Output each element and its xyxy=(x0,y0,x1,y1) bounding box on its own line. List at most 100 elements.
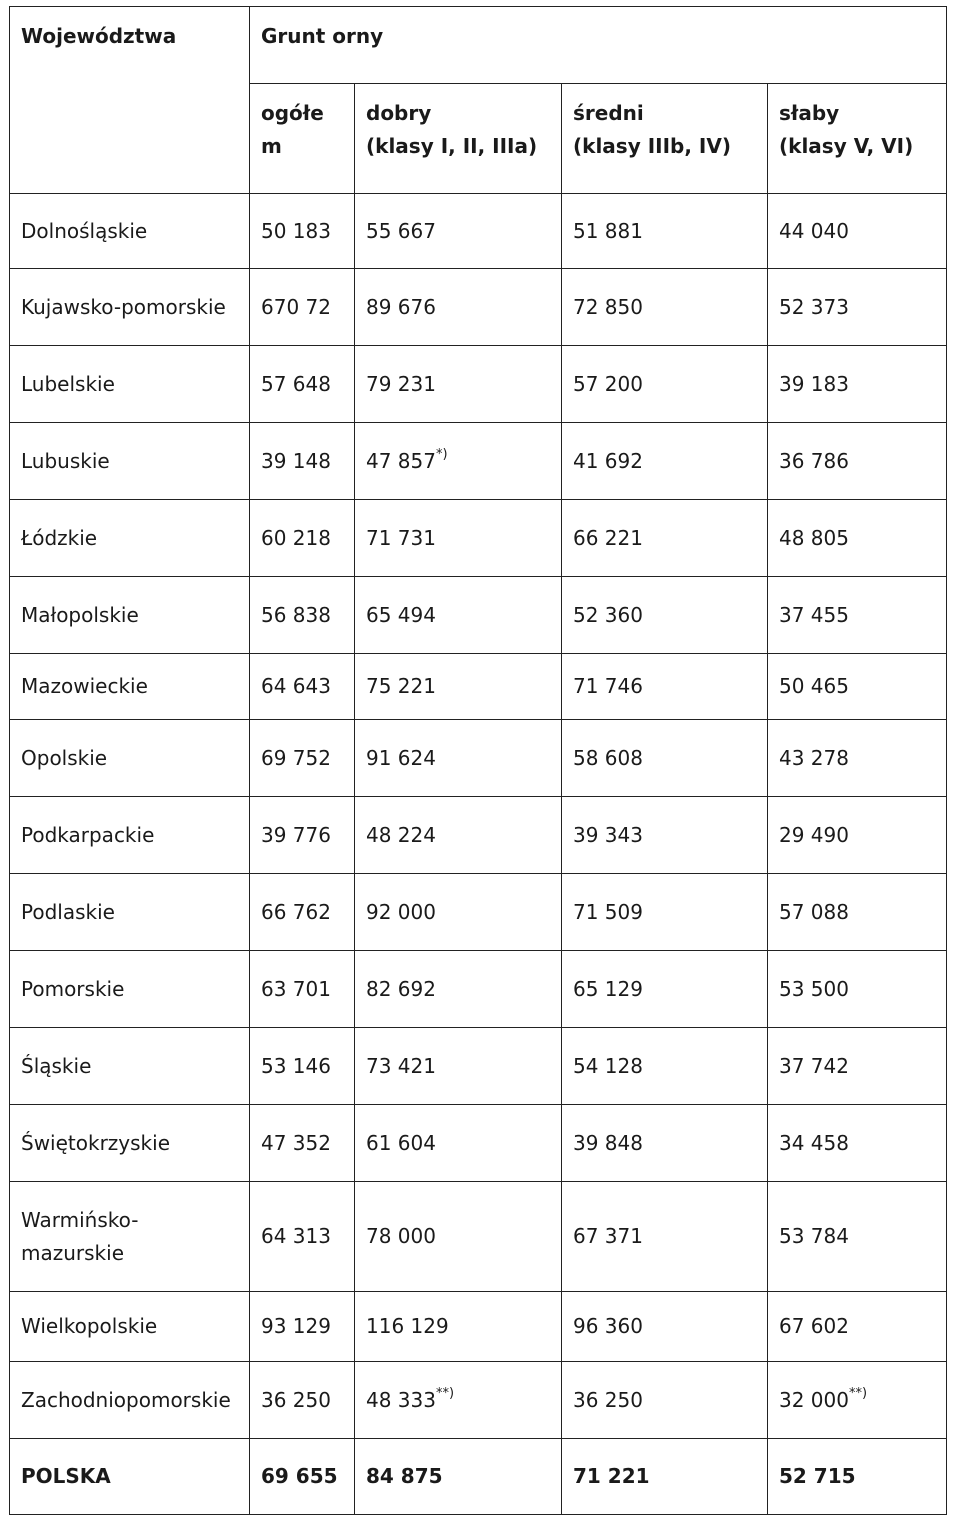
header-row-sub: ogółem dobry (klasy I, II, IIIa) średni … xyxy=(10,83,948,194)
price-value: 71 509 xyxy=(573,899,643,924)
price-value: 670 72 xyxy=(261,294,331,319)
price-cell: 43 278 xyxy=(766,719,948,797)
price-value: 55 667 xyxy=(366,218,436,243)
price-value: 96 360 xyxy=(573,1314,643,1338)
price-value: 89 676 xyxy=(366,294,436,319)
price-cell: 39 183 xyxy=(766,345,948,423)
table-row: Śląskie 53 146 73 421 54 128 37 742 xyxy=(9,1027,948,1105)
price-value: 36 786 xyxy=(779,448,849,473)
price-value: 39 848 xyxy=(573,1130,643,1155)
price-value: 39 148 xyxy=(261,448,331,473)
price-cell: 71 731 xyxy=(354,499,562,577)
price-cell: 65 129 xyxy=(561,950,768,1028)
price-cell: 72 850 xyxy=(561,268,768,346)
price-value: 58 608 xyxy=(573,745,643,770)
column-header-good-label: dobry xyxy=(366,101,432,125)
table-row: Lubelskie 57 648 79 231 57 200 39 183 xyxy=(9,345,948,423)
price-value: 64 643 xyxy=(261,674,331,698)
price-value: 93 129 xyxy=(261,1314,331,1338)
column-header-medium-classes: (klasy IIIb, IV) xyxy=(573,134,731,158)
region-name: Warmińsko-mazurskie xyxy=(9,1181,250,1292)
price-value: 48 805 xyxy=(779,525,849,550)
table-row: Wielkopolskie 93 129 116 129 96 360 67 602 xyxy=(9,1291,948,1362)
price-value: 91 624 xyxy=(366,745,436,770)
table-row: Opolskie 69 752 91 624 58 608 43 278 xyxy=(9,719,948,797)
table-row: Świętokrzyskie 47 352 61 604 39 848 34 458 xyxy=(9,1104,948,1182)
price-cell: 57 200 xyxy=(561,345,768,423)
table-row: Warmińsko-mazurskie 64 313 78 000 67 371 53 … xyxy=(9,1181,948,1292)
price-value: 92 000 xyxy=(366,899,436,924)
column-header-weak: słaby (klasy V, VI) xyxy=(766,83,948,194)
total-value: 84 875 xyxy=(354,1438,562,1515)
region-name: Kujawsko-pomorskie xyxy=(9,268,250,346)
price-cell: 44 040 xyxy=(766,193,948,269)
price-value: 66 221 xyxy=(573,525,643,550)
table-row: Dolnośląskie 50 183 55 667 51 881 44 040 xyxy=(9,193,948,269)
column-header-total-label: ogółem xyxy=(261,101,324,158)
table-row: Małopolskie 56 838 65 494 52 360 37 455 xyxy=(9,576,948,654)
price-cell: 52 360 xyxy=(561,576,768,654)
price-value: 37 455 xyxy=(779,602,849,627)
table-row: Lubuskie 39 148 47 857*) 41 692 36 786 xyxy=(9,422,948,500)
price-value: 73 421 xyxy=(366,1053,436,1078)
price-cell: 51 881 xyxy=(561,193,768,269)
price-cell: 65 494 xyxy=(354,576,562,654)
price-cell: 53 784 xyxy=(766,1181,948,1292)
region-name: Śląskie xyxy=(9,1027,250,1105)
price-cell: 67 602 xyxy=(766,1291,948,1362)
column-header-medium: średni (klasy IIIb, IV) xyxy=(561,83,768,194)
total-value: 71 221 xyxy=(561,1438,768,1515)
price-value: 65 129 xyxy=(573,976,643,1001)
price-cell: 96 360 xyxy=(561,1291,768,1362)
price-value: 69 752 xyxy=(261,745,331,770)
price-value: 57 648 xyxy=(261,371,331,396)
price-value: 67 371 xyxy=(573,1224,643,1248)
price-value: 37 742 xyxy=(779,1053,849,1078)
price-cell: 37 742 xyxy=(766,1027,948,1105)
price-value: 61 604 xyxy=(366,1130,436,1155)
region-name: Podkarpackie xyxy=(9,796,250,874)
price-cell: 53 500 xyxy=(766,950,948,1028)
price-cell: 79 231 xyxy=(354,345,562,423)
price-value: 71 746 xyxy=(573,674,643,698)
price-cell: 53 146 xyxy=(249,1027,355,1105)
price-value: 52 373 xyxy=(779,294,849,319)
total-value: 69 655 xyxy=(249,1438,355,1515)
price-cell: 57 648 xyxy=(249,345,355,423)
table-row: Podlaskie 66 762 92 000 71 509 57 088 xyxy=(9,873,948,951)
price-value: 50 183 xyxy=(261,218,331,243)
region-name: Lubelskie xyxy=(9,345,250,423)
price-cell: 89 676 xyxy=(354,268,562,346)
column-header-weak-label: słaby xyxy=(779,101,840,125)
price-value: 50 465 xyxy=(779,674,849,698)
footnote-marker: **) xyxy=(435,1385,455,1401)
price-value: 57 088 xyxy=(779,899,849,924)
region-name: Mazowieckie xyxy=(9,653,250,720)
price-cell: 29 490 xyxy=(766,796,948,874)
column-header-total: ogółem xyxy=(249,83,355,194)
price-cell: 55 667 xyxy=(354,193,562,269)
table-row: Łódzkie 60 218 71 731 66 221 48 805 xyxy=(9,499,948,577)
table-body: Dolnośląskie 50 183 55 667 51 881 44 040 Kuja… xyxy=(9,193,948,1515)
price-cell: 73 421 xyxy=(354,1027,562,1105)
price-value: 82 692 xyxy=(366,976,436,1001)
total-row: POLSKA 69 655 84 875 71 221 52 715 xyxy=(9,1438,948,1515)
region-name: Świętokrzyskie xyxy=(9,1104,250,1182)
price-value: 43 278 xyxy=(779,745,849,770)
price-value: 67 602 xyxy=(779,1314,849,1338)
price-cell: 48 333**) xyxy=(354,1361,562,1439)
price-value: 56 838 xyxy=(261,602,331,627)
table-row: Mazowieckie 64 643 75 221 71 746 50 465 xyxy=(9,653,948,720)
price-cell: 54 128 xyxy=(561,1027,768,1105)
price-cell: 36 250 xyxy=(249,1361,355,1439)
price-cell: 64 643 xyxy=(249,653,355,720)
price-value: 71 731 xyxy=(366,525,436,550)
price-value: 29 490 xyxy=(779,822,849,847)
table-row: Podkarpackie 39 776 48 224 39 343 29 490 xyxy=(9,796,948,874)
column-header-weak-classes: (klasy V, VI) xyxy=(779,134,914,158)
price-cell: 39 148 xyxy=(249,422,355,500)
price-cell: 50 465 xyxy=(766,653,948,720)
price-cell: 37 455 xyxy=(766,576,948,654)
price-cell: 39 776 xyxy=(249,796,355,874)
price-cell: 71 746 xyxy=(561,653,768,720)
